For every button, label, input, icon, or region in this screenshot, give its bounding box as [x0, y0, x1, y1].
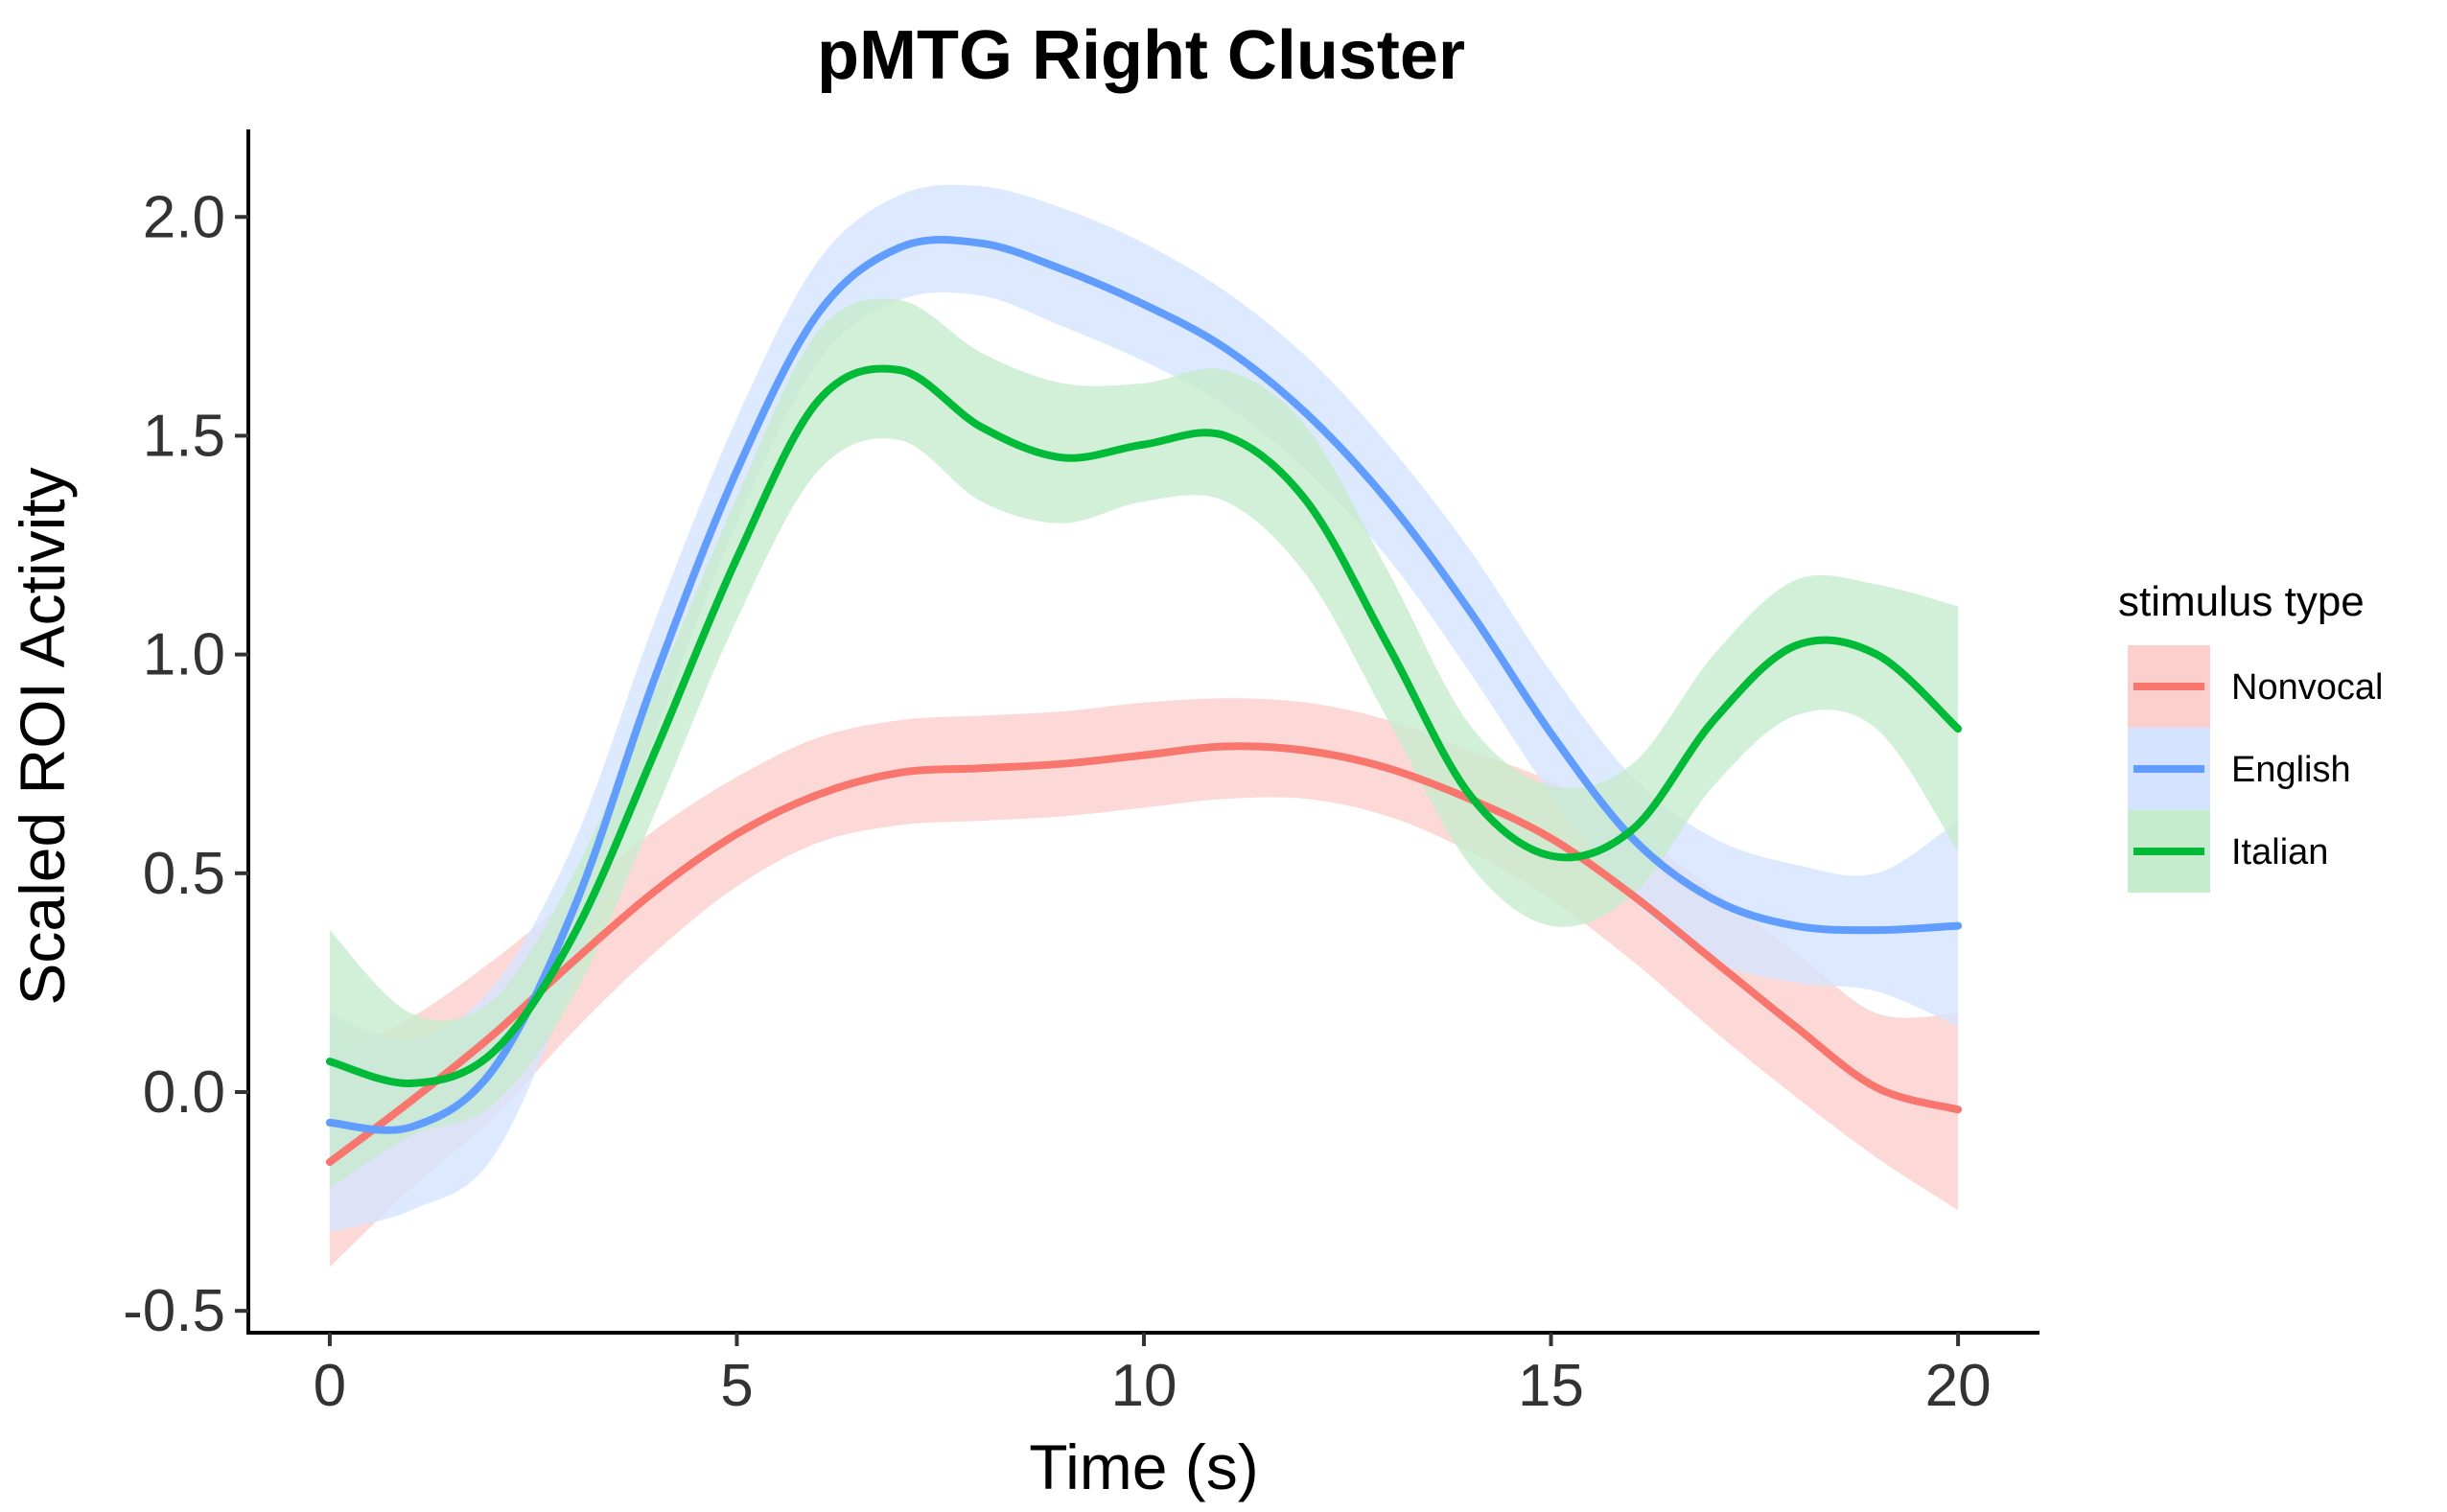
y-tick-label: 2.0: [143, 184, 225, 250]
legend-title: stimulus type: [2118, 578, 2365, 625]
y-tick-label: -0.5: [123, 1278, 225, 1344]
y-tick-label: 0.5: [143, 841, 225, 907]
legend-item-italian: Italian: [2128, 810, 2328, 893]
x-tick-label: 5: [720, 1353, 753, 1419]
x-tick-label: 20: [1925, 1353, 1992, 1419]
legend-label-nonvocal: Nonvocal: [2231, 667, 2383, 708]
legend-item-nonvocal: Nonvocal: [2128, 645, 2383, 728]
y-ticks: -0.5 0.0 0.5 1.0 1.5 2.0: [123, 184, 248, 1344]
x-tick-label: 15: [1518, 1353, 1584, 1419]
band-italian: [329, 298, 1959, 1189]
series-lines: [325, 235, 1963, 1166]
y-tick-label: 1.0: [143, 622, 225, 688]
line-english: [325, 235, 1963, 1134]
line-nonvocal: [325, 742, 1963, 1166]
chart-title: pMTG Right Cluster: [817, 17, 1465, 94]
legend-label-english: English: [2231, 750, 2351, 790]
legend: stimulus type Nonvocal English Italian: [2118, 578, 2383, 893]
x-ticks: 0 5 10 15 20: [314, 1333, 1992, 1419]
y-axis-label: Scaled ROI Activity: [7, 467, 78, 1005]
x-axis-label: Time (s): [1029, 1431, 1259, 1502]
legend-label-italian: Italian: [2231, 832, 2328, 872]
legend-items: Nonvocal English Italian: [2128, 645, 2383, 893]
y-tick-label: 0.0: [143, 1059, 225, 1126]
line-italian: [325, 364, 1963, 1087]
x-tick-label: 10: [1111, 1353, 1177, 1419]
x-tick-label: 0: [314, 1353, 346, 1419]
band-english: [329, 184, 1959, 1233]
legend-item-english: English: [2128, 728, 2351, 810]
y-tick-label: 1.5: [143, 403, 225, 469]
